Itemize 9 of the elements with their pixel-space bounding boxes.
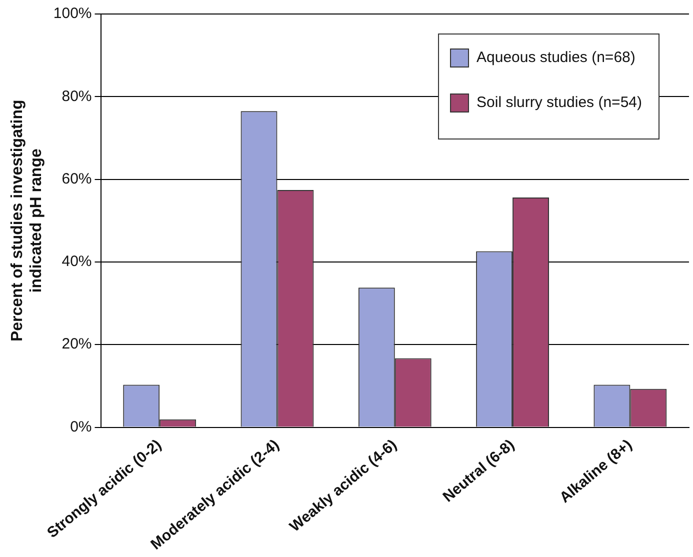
y-tick-label: 80% (62, 88, 92, 105)
y-axis-title: Percent of studies investigating indicated pH range (9, 100, 46, 342)
legend-label: Soil slurry studies (n=54) (476, 94, 642, 112)
y-tick-label: 40% (62, 253, 92, 270)
y-tick-label: 60% (62, 170, 92, 188)
y-tick-label: 0% (70, 418, 92, 436)
legend-label: Aqueous studies (n=68) (476, 49, 636, 66)
y-tick-label: 100% (53, 5, 92, 22)
y-tick-label: 20% (62, 336, 92, 353)
